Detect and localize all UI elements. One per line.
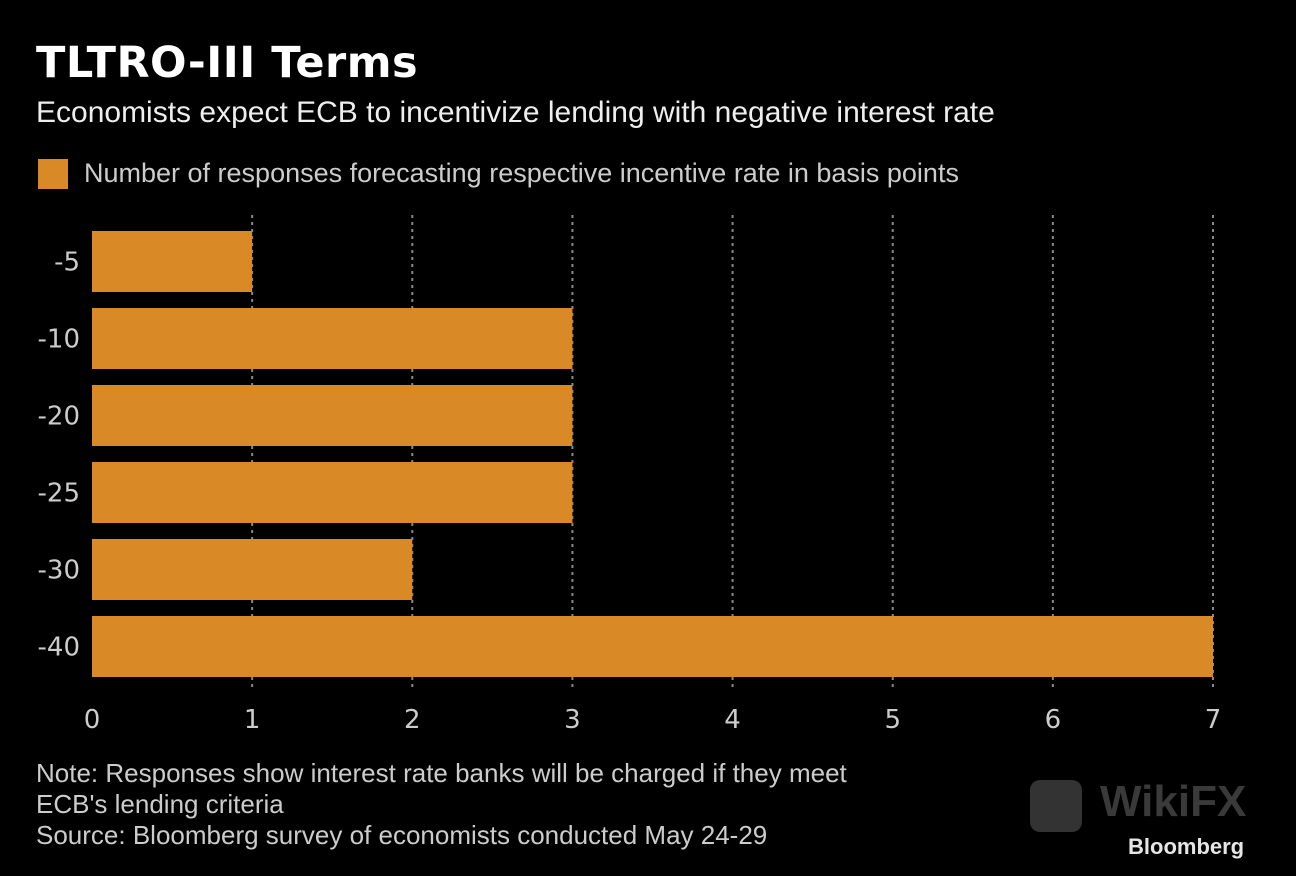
bar <box>92 308 573 369</box>
x-tick-label: 3 <box>564 705 581 735</box>
note-line-2: ECB's lending criteria <box>36 789 284 819</box>
x-tick-label: 0 <box>84 705 101 735</box>
x-tick-label: 4 <box>724 705 741 735</box>
bar <box>92 616 1213 677</box>
watermark: WikiFX <box>1100 777 1247 826</box>
legend-label: Number of responses forecasting respecti… <box>84 158 959 188</box>
x-tick-label: 1 <box>244 705 261 735</box>
bar <box>92 231 253 292</box>
y-tick-label: -10 <box>38 325 80 355</box>
y-tick-label: -40 <box>38 633 80 663</box>
bloomberg-logo: Bloomberg <box>1128 834 1245 859</box>
bar <box>92 539 413 600</box>
y-tick-label: -30 <box>38 556 80 586</box>
bar <box>92 385 573 446</box>
note-line-1: Note: Responses show interest rate banks… <box>36 758 847 788</box>
y-tick-label: -20 <box>38 402 80 432</box>
chart-subtitle: Economists expect ECB to incentivize len… <box>36 96 995 129</box>
chart-title: TLTRO-III Terms <box>36 38 419 88</box>
watermark-logo-icon <box>1030 780 1082 832</box>
chart-notes: Note: Responses show interest rate banks… <box>36 758 1036 851</box>
source-line: Source: Bloomberg survey of economists c… <box>36 820 768 850</box>
x-tick-label: 6 <box>1045 705 1062 735</box>
y-tick-label: -5 <box>54 248 80 278</box>
bar <box>92 462 573 523</box>
x-tick-label: 5 <box>884 705 901 735</box>
x-tick-label: 2 <box>404 705 421 735</box>
x-tick-label: 7 <box>1205 705 1222 735</box>
legend-swatch <box>38 158 68 189</box>
legend: Number of responses forecasting respecti… <box>38 158 959 189</box>
y-tick-label: -25 <box>38 479 80 509</box>
